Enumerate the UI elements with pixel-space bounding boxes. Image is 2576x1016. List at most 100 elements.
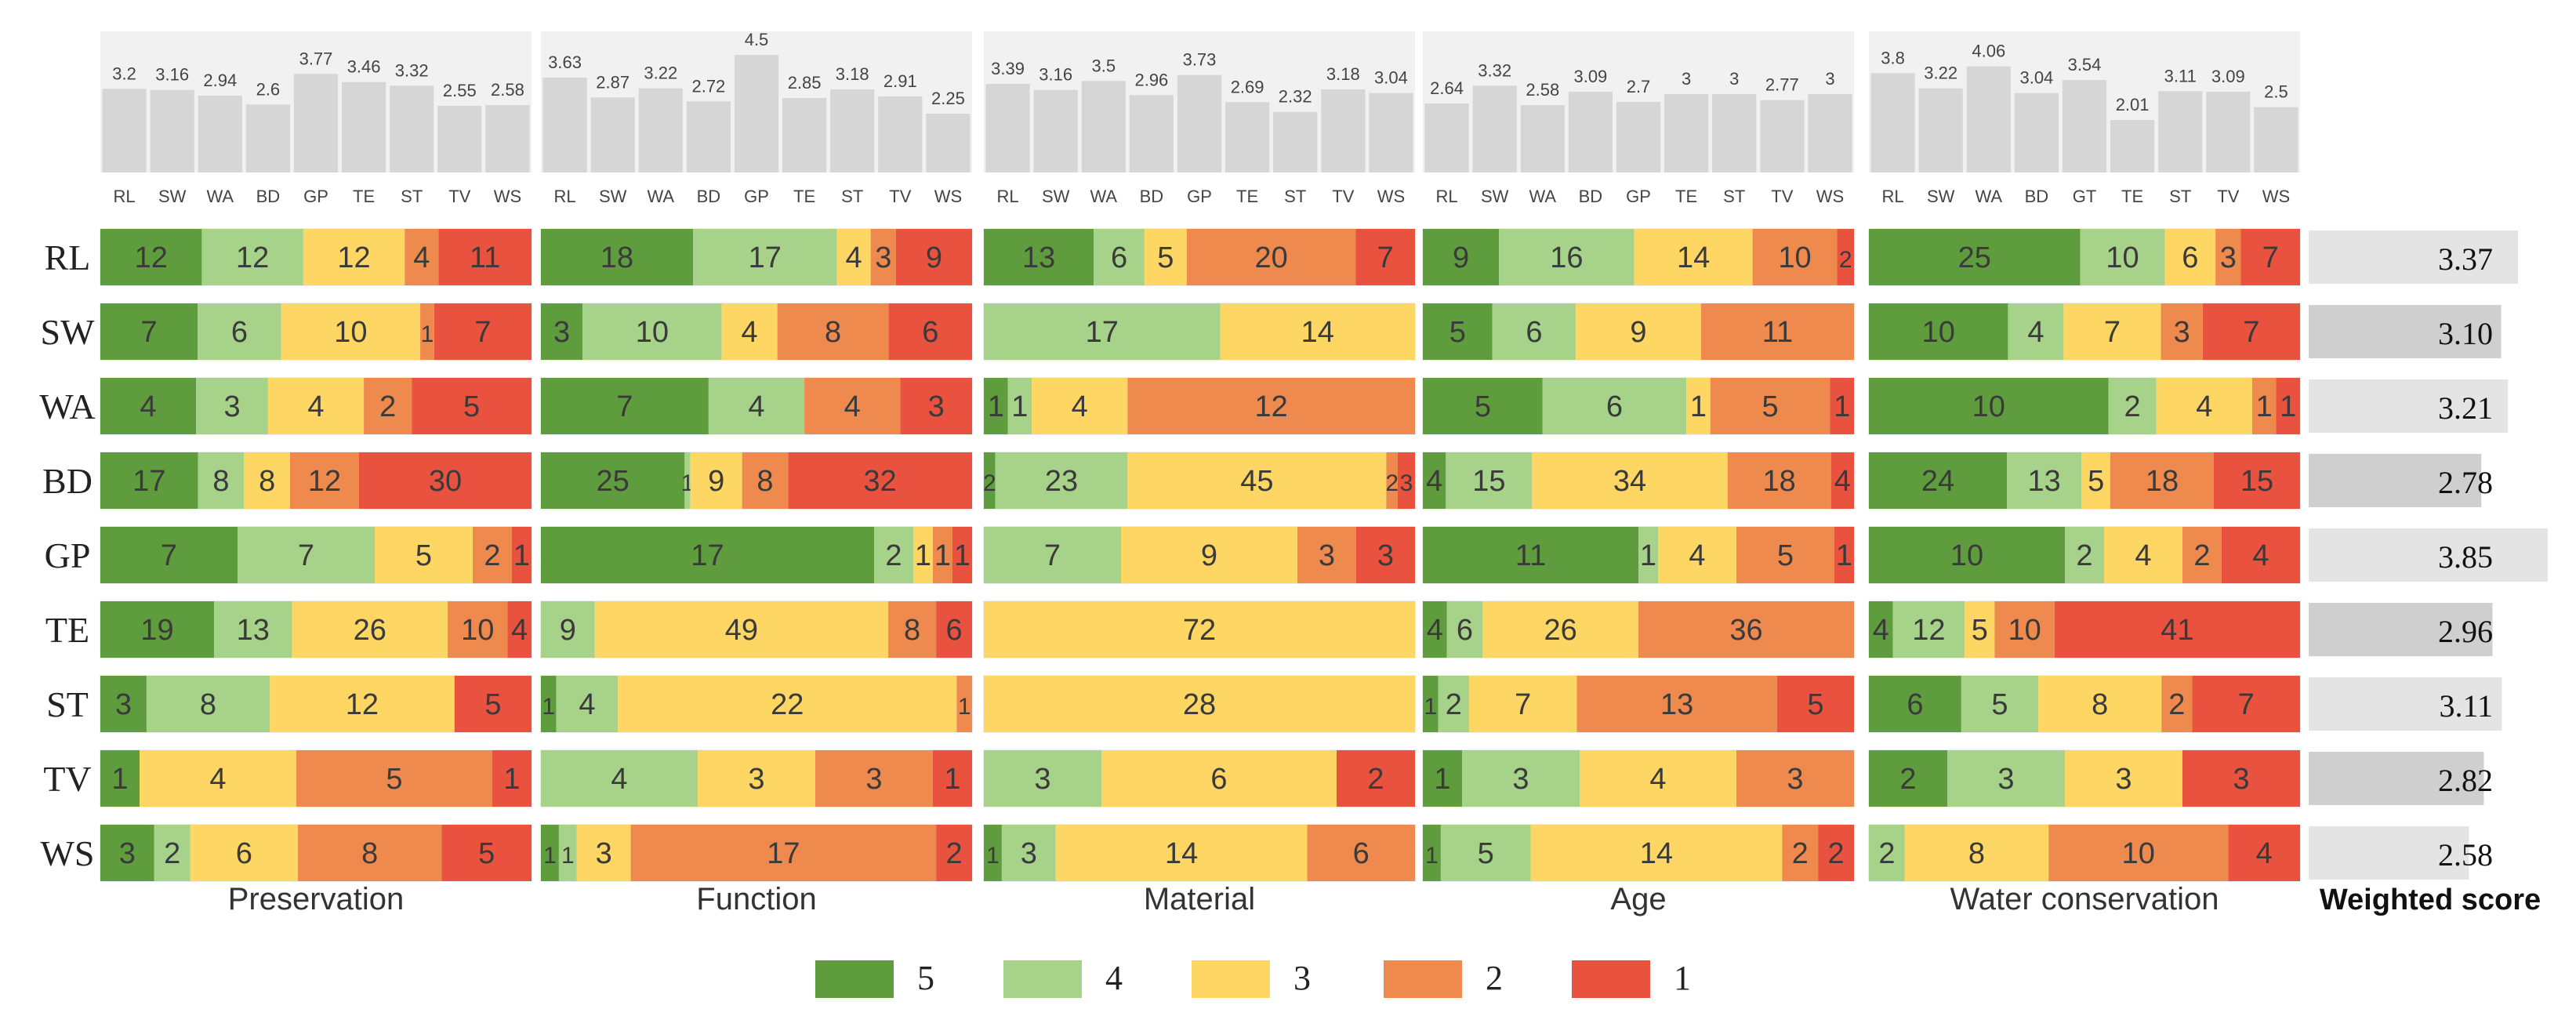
panel-2: 3.39 RL 3.16 SW 3.5 WA 2.96 BD 3.73 GP 2.69 TE 2.32 S… — [983, 31, 1416, 916]
stacked-segment — [441, 825, 532, 881]
category-tick-label: WA — [1975, 187, 2002, 206]
stacked-segment — [2038, 676, 2162, 732]
stacked-segment — [1220, 303, 1415, 360]
category-tick-label: TE — [1675, 187, 1697, 206]
stacked-segment — [1965, 601, 1995, 658]
stacked-segment — [984, 601, 1415, 658]
stacked-segment — [198, 303, 281, 360]
category-tick-label: GT — [2073, 187, 2097, 206]
mean-bar — [2062, 80, 2107, 172]
mean-bar — [150, 89, 194, 172]
stacked-segment — [1398, 452, 1415, 509]
segment-value-label: 18 — [1763, 465, 1796, 498]
mean-value-label: 2.72 — [691, 76, 725, 96]
mean-value-label: 3 — [1825, 69, 1834, 89]
segment-value-label: 7 — [298, 539, 314, 572]
stacked-segment — [933, 527, 952, 583]
segment-value-label: 11 — [470, 241, 500, 274]
stacked-segment — [1580, 750, 1736, 807]
mean-value-label: 3.39 — [991, 59, 1025, 78]
category-tick-label: GP — [303, 187, 328, 206]
stacked-segment — [1638, 527, 1658, 583]
segment-value-label: 6 — [946, 614, 963, 647]
category-tick-label: SW — [1927, 187, 1955, 206]
stacked-segment — [933, 750, 972, 807]
stacked-segment — [984, 676, 1415, 732]
segment-value-label: 3 — [553, 316, 570, 349]
segment-value-label: 18 — [2146, 465, 2179, 498]
stacked-segment — [1818, 825, 1854, 881]
segment-value-label: 4 — [2256, 837, 2273, 870]
category-tick-label: SW — [1042, 187, 1070, 206]
stacked-segment — [1492, 303, 1576, 360]
stacked-segment — [100, 750, 140, 807]
segment-value-label: 5 — [463, 390, 480, 423]
mean-value-label: 3.04 — [1374, 68, 1408, 88]
panel-0: 3.2 RL 3.16 SW 2.94 WA 2.6 BD 3.77 GP 3.46 TE 3.32 ST… — [100, 31, 532, 916]
segment-value-label: 4 — [1072, 390, 1088, 423]
stacked-segment — [1837, 229, 1854, 285]
weighted-score-bar — [2309, 305, 2502, 358]
stacked-segment — [2222, 527, 2300, 583]
weighted-score-value: 2.78 — [2438, 465, 2493, 500]
stacked-segment — [541, 676, 557, 732]
stacked-segment — [900, 378, 972, 434]
stacked-segment — [684, 452, 691, 509]
segment-value-label: 4 — [2196, 390, 2212, 423]
weighted-score-title: Weighted score — [2320, 884, 2541, 916]
segment-value-label: 2 — [2168, 688, 2185, 721]
category-tick-label: SW — [158, 187, 187, 206]
stacked-segment — [190, 825, 299, 881]
segment-value-label: 1 — [1434, 763, 1450, 796]
segment-value-label: 10 — [334, 316, 367, 349]
mean-value-label: 3.32 — [395, 60, 429, 80]
segment-value-label: 5 — [1761, 390, 1778, 423]
stacked-segment — [1994, 601, 2055, 658]
stacked-segment — [690, 452, 742, 509]
segment-value-label: 5 — [2088, 465, 2104, 498]
mean-bar — [1616, 102, 1661, 172]
legend-label: 4 — [1105, 959, 1123, 997]
stacked-segment — [1307, 825, 1415, 881]
segment-value-label: 9 — [560, 614, 576, 647]
panel-1: 3.63 RL 2.87 SW 3.22 WA 2.72 BD 4.5 GP 2.85 TE 3.18 S… — [540, 30, 973, 916]
row-label: WS — [41, 833, 95, 873]
stacked-segment — [1446, 601, 1483, 658]
panel-title: Age — [1610, 882, 1666, 916]
mean-bar — [2014, 93, 2059, 172]
segment-value-label: 10 — [1922, 316, 1955, 349]
mean-bar — [734, 55, 779, 172]
stacked-segment — [359, 452, 532, 509]
stacked-segment — [1892, 601, 1965, 658]
mean-value-label: 3.46 — [347, 57, 381, 77]
stacked-segment — [2065, 527, 2104, 583]
stacked-segment — [1576, 303, 1701, 360]
segment-value-label: 1 — [944, 763, 960, 796]
stacked-segment — [541, 452, 685, 509]
category-tick-label: WS — [1816, 187, 1844, 206]
stacked-segment — [2215, 229, 2241, 285]
segment-value-label: 6 — [1210, 763, 1227, 796]
stacked-segment — [984, 825, 1002, 881]
legend-swatch — [1003, 960, 1082, 998]
stacked-segment — [1446, 452, 1533, 509]
stacked-segment — [2104, 527, 2182, 583]
category-tick-label: ST — [841, 187, 863, 206]
segment-value-label: 13 — [2028, 465, 2061, 498]
stacked-segment — [1961, 676, 2039, 732]
segment-value-label: 8 — [1968, 837, 1985, 870]
segment-value-label: 2 — [1446, 688, 1462, 721]
stacked-segment — [1007, 378, 1032, 434]
stacked-segment — [100, 527, 238, 583]
segment-value-label: 9 — [708, 465, 724, 498]
stacked-segment — [2202, 303, 2300, 360]
segment-value-label: 3 — [115, 688, 132, 721]
stacked-segment — [721, 303, 778, 360]
stacked-segment — [454, 676, 532, 732]
panel-title: Function — [696, 882, 816, 916]
segment-value-label: 5 — [1777, 539, 1794, 572]
stacked-segment — [1423, 452, 1446, 509]
stacked-segment — [1423, 676, 1439, 732]
mean-value-label: 2.85 — [788, 73, 822, 93]
stacked-segment — [2161, 676, 2193, 732]
